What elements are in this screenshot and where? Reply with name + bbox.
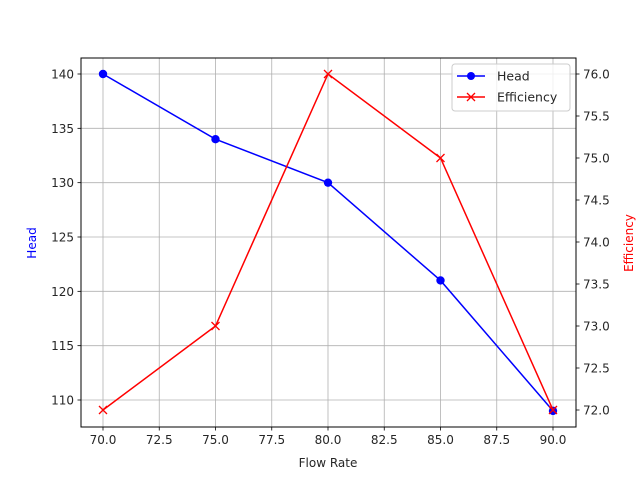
efficiency-point-marker-icon: [98, 405, 108, 415]
y2-tick-label: 75.5: [583, 110, 610, 124]
y-axis-right-label: Efficiency: [622, 214, 636, 272]
legend-efficiency-marker-icon: [466, 92, 476, 102]
y-axis-left-label: Head: [25, 227, 39, 258]
y-tick-label: 135: [51, 122, 74, 136]
x-tick-label: 75.0: [202, 433, 229, 447]
y2-tick-label: 72.5: [583, 362, 610, 376]
legend-head-marker-icon: [467, 72, 475, 80]
efficiency-point-marker-icon: [323, 69, 333, 79]
x-tick-label: 72.5: [146, 433, 173, 447]
x-axis-ticks: 70.0 72.5 75.0 77.5 80.0 82.5 85.0 87.5 90.0: [90, 427, 567, 447]
efficiency-point-marker-icon: [436, 153, 445, 163]
x-tick-label: 70.0: [90, 433, 117, 447]
x-tick-label: 87.5: [483, 433, 510, 447]
y-axis-right-ticks: 72.0 72.5 73.0 73.5 74.0 74.5 75.0 75.5 76.0: [576, 68, 610, 418]
x-tick-label: 85.0: [427, 433, 454, 447]
head-point-marker-icon: [323, 178, 333, 187]
efficiency-point-marker-icon: [548, 405, 558, 415]
y2-tick-label: 74.5: [583, 194, 610, 208]
legend: Head Efficiency: [451, 63, 571, 112]
y-tick-label: 130: [51, 176, 74, 190]
head-point-marker-icon: [211, 135, 220, 144]
x-tick-label: 80.0: [315, 433, 342, 447]
legend-head-label: Head: [497, 69, 530, 84]
y-tick-label: 125: [51, 231, 74, 245]
x-tick-label: 77.5: [258, 433, 285, 447]
y-tick-label: 140: [51, 68, 74, 82]
y2-tick-label: 73.5: [583, 278, 610, 292]
x-tick-label: 90.0: [540, 433, 567, 447]
y2-tick-label: 74.0: [583, 236, 610, 250]
y-axis-left-ticks: 110 115 120 125 130 135 140: [51, 68, 81, 408]
y-tick-label: 110: [51, 394, 74, 408]
y-tick-label: 115: [51, 339, 74, 353]
y2-tick-label: 73.0: [583, 320, 610, 334]
plot-frame: [80, 57, 577, 428]
x-tick-label: 82.5: [371, 433, 398, 447]
legend-efficiency-label: Efficiency: [497, 90, 558, 105]
efficiency-point-marker-icon: [211, 321, 220, 331]
y2-tick-label: 72.0: [583, 404, 610, 418]
y-tick-label: 120: [51, 285, 74, 299]
y2-tick-label: 76.0: [583, 68, 610, 82]
x-axis-label: Flow Rate: [299, 456, 358, 470]
head-point-marker-icon: [436, 276, 445, 285]
head-point-marker-icon: [98, 69, 108, 79]
y2-tick-label: 75.0: [583, 152, 610, 166]
series-efficiency-line: [98, 69, 558, 415]
